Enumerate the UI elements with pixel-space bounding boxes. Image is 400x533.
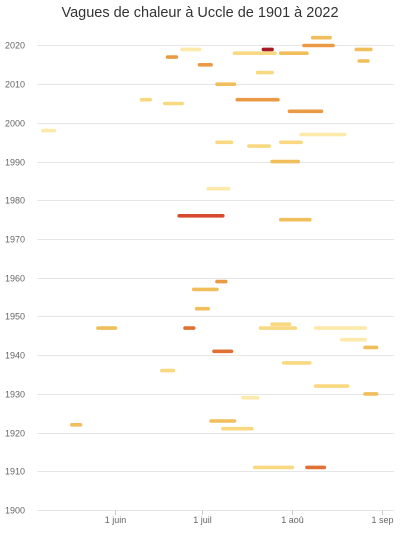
- grid: [37, 45, 394, 511]
- y-tick-label: 1950: [5, 312, 25, 322]
- x-tick-label: 1 juin: [105, 515, 127, 525]
- y-tick-label: 1900: [5, 506, 25, 516]
- x-tick-label: 1 aoû: [281, 515, 304, 525]
- x-tick-label: 1 juil: [193, 515, 212, 525]
- y-tick-label: 1940: [5, 351, 25, 361]
- y-tick-label: 1990: [5, 158, 25, 168]
- y-tick-label: 1970: [5, 235, 25, 245]
- y-tick-label: 2020: [5, 41, 25, 51]
- y-tick-label: 2000: [5, 119, 25, 129]
- y-tick-label: 1910: [5, 467, 25, 477]
- events: [40, 35, 379, 470]
- x-axis: 1 juin 1 juil 1 aoû 1 sep: [105, 510, 394, 525]
- x-tick-label: 1 sep: [371, 515, 393, 525]
- chart-title: Vagues de chaleur à Uccle de 1901 à 2022: [61, 5, 338, 21]
- y-tick-label: 2010: [5, 80, 25, 90]
- y-tick-label: 1930: [5, 390, 25, 400]
- y-tick-label: 1920: [5, 429, 25, 439]
- y-tick-label: 1980: [5, 196, 25, 206]
- y-axis: 1900 1910 1920 1930 1940 1950 1960 1970 1980 1990…: [5, 41, 25, 516]
- y-tick-label: 1960: [5, 274, 25, 284]
